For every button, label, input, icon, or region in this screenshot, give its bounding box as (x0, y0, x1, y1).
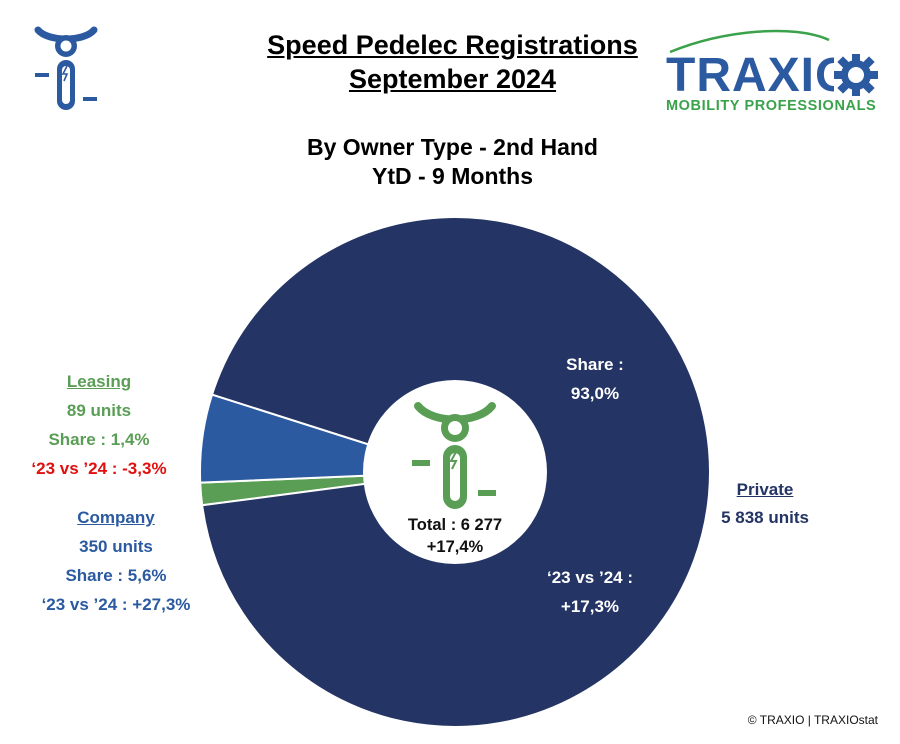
subtitle-line-2: YtD - 9 Months (372, 163, 533, 189)
center-growth: +17,4% (426, 538, 484, 556)
center-total: Total : 6 277 (407, 516, 503, 534)
leasing-change: ‘23 vs ’24 : -3,3% (31, 459, 167, 478)
footer-copyright: © TRAXIO | TRAXIOstat (747, 713, 878, 727)
company-name: Company (77, 508, 155, 527)
logo-brand: TRAXIO (666, 49, 854, 102)
center-total-label: Total : 6 277 +17,4% (380, 514, 530, 558)
company-units: 350 units (79, 537, 153, 556)
chart-subtitle: By Owner Type - 2nd Hand YtD - 9 Months (200, 133, 705, 191)
private-label: Private 5 838 units (700, 476, 830, 532)
logo-swoosh-icon (669, 29, 830, 54)
speed-pedelec-icon (34, 26, 98, 110)
leasing-label: Leasing 89 units Share : 1,4% ‘23 vs ’24… (14, 367, 184, 483)
private-change-label-text: ‘23 vs ’24 : (546, 568, 633, 587)
title-line-2: September 2024 (348, 64, 557, 94)
title-line-1: Speed Pedelec Registrations (267, 30, 638, 60)
private-change-label: ‘23 vs ’24 : +17,3% (520, 563, 660, 621)
page-title: Speed Pedelec Registrations September 20… (200, 28, 705, 96)
company-share: Share : 5,6% (65, 566, 167, 585)
center-pedelec-icon (412, 402, 496, 509)
private-change-value: +17,3% (560, 597, 620, 616)
private-share-label-text: Share : (566, 355, 624, 374)
private-share-label: Share : 93,0% (540, 350, 650, 408)
private-name: Private (736, 480, 794, 499)
private-share-value: 93,0% (570, 384, 620, 403)
private-units: 5 838 units (721, 508, 809, 527)
subtitle-line-1: By Owner Type - 2nd Hand (307, 134, 598, 160)
leasing-name: Leasing (66, 372, 132, 391)
traxio-logo: TRAXIO MOBILITY PROFESSIONALS (664, 26, 884, 116)
logo-gear-icon (834, 52, 878, 98)
company-label: Company 350 units Share : 5,6% ‘23 vs ’2… (14, 503, 218, 619)
logo-tagline: MOBILITY PROFESSIONALS (666, 98, 877, 114)
leasing-units: 89 units (66, 401, 132, 420)
company-change: ‘23 vs ’24 : +27,3% (41, 595, 191, 614)
leasing-share: Share : 1,4% (48, 430, 150, 449)
